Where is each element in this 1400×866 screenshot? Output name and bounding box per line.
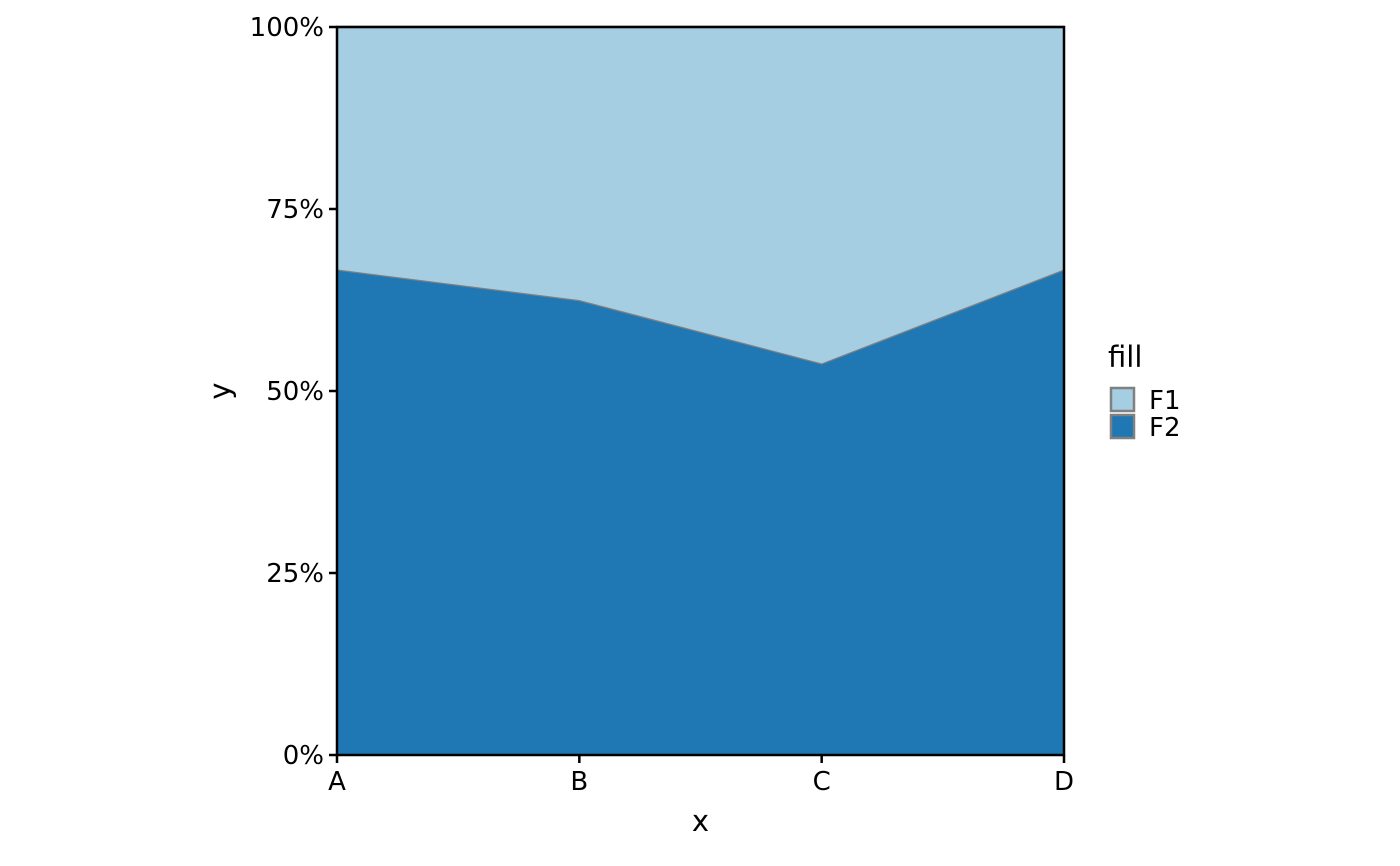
x-tick-label: B — [570, 767, 588, 797]
legend-swatch-f2 — [1109, 413, 1136, 440]
y-tick-label: 75% — [266, 195, 324, 225]
area-layer — [336, 25, 1065, 755]
area-f2 — [337, 269, 1064, 755]
x-tick-label: A — [328, 767, 346, 797]
legend-title: fill — [1108, 340, 1142, 374]
x-axis-title: x — [692, 804, 709, 838]
y-axis-title: y — [203, 382, 237, 399]
x-tick-label: C — [813, 767, 831, 797]
area-f1 — [337, 27, 1064, 364]
legend-label-f2: F2 — [1149, 413, 1181, 443]
x-tick-label: D — [1054, 767, 1074, 797]
y-axis: 0% 25% 50% 75% 100% — [250, 13, 337, 771]
legend-swatch-f1 — [1109, 386, 1136, 413]
y-tick-label: 25% — [266, 559, 324, 589]
x-axis: A B C D — [328, 755, 1074, 797]
y-tick-label: 0% — [283, 741, 324, 771]
legend-label-f1: F1 — [1149, 386, 1181, 416]
y-tick-label: 50% — [266, 377, 324, 407]
y-tick-label: 100% — [250, 13, 324, 43]
